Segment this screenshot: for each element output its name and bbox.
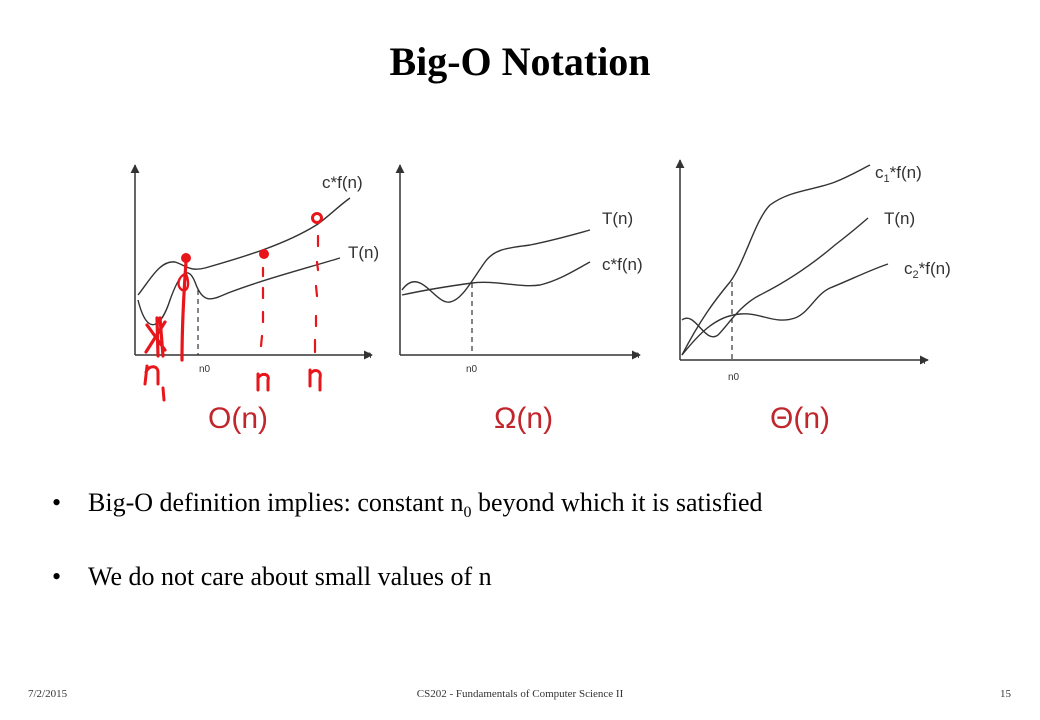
- footer-date: 7/2/2015: [28, 688, 68, 700]
- c1f-label: c1*f(n): [875, 163, 922, 185]
- red-point-2: [259, 249, 269, 259]
- big-theta-graph: n0 n c1*f(n) T(n) c2*f(n): [675, 159, 951, 383]
- red-loop: [177, 272, 190, 292]
- scribble-mark: [144, 316, 167, 358]
- red-dashes-3: [313, 234, 320, 354]
- cf-label: c*f(n): [602, 255, 643, 274]
- t-curve: [681, 217, 869, 338]
- n0-label: n0: [466, 364, 478, 375]
- red-point-line: [180, 260, 188, 362]
- n-axis-label: n: [366, 350, 372, 361]
- red-dashes-2: [259, 266, 265, 348]
- big-omega-graph: n0 n T(n) c*f(n): [395, 164, 643, 375]
- c2f-curve: [681, 263, 889, 356]
- hand-n-2: [256, 372, 270, 392]
- footer-page-number: 15: [1000, 688, 1011, 700]
- hand-sub-1: [161, 386, 166, 402]
- slide-title: Big-O Notation: [389, 39, 651, 84]
- n0-label: n0: [728, 372, 740, 383]
- cf-curve: [137, 197, 351, 296]
- t-label: T(n): [348, 243, 379, 262]
- t-label: T(n): [884, 209, 915, 228]
- big-o-graph: n0 n c*f(n) T(n): [130, 164, 379, 402]
- c1f-curve: [681, 164, 871, 356]
- hand-n-1: [143, 364, 160, 386]
- cf-label: c*f(n): [322, 173, 363, 192]
- n0-label: n0: [199, 364, 211, 375]
- footer-course: CS202 - Fundamentals of Computer Science…: [416, 688, 624, 700]
- bullet-list: Big-O definition implies: constant n0 be…: [52, 488, 763, 632]
- t-curve: [401, 229, 591, 303]
- c2f-label: c2*f(n): [904, 259, 951, 281]
- t-curve: [137, 257, 341, 326]
- n-axis-label: n: [920, 356, 926, 367]
- bullet-item: Big-O definition implies: constant n0 be…: [52, 488, 763, 522]
- n-axis-label: n: [634, 350, 640, 361]
- bullet-item: We do not care about small values of n: [52, 562, 763, 592]
- hand-n-3: [308, 368, 322, 392]
- red-point-3: [311, 212, 323, 224]
- cf-curve: [401, 261, 591, 296]
- big-o-caption: O(n): [208, 402, 268, 435]
- handwritten-annotations: [143, 212, 323, 402]
- big-omega-caption: Ω(n): [494, 402, 554, 435]
- big-theta-caption: Θ(n): [770, 402, 830, 435]
- t-label: T(n): [602, 209, 633, 228]
- red-point: [181, 253, 191, 263]
